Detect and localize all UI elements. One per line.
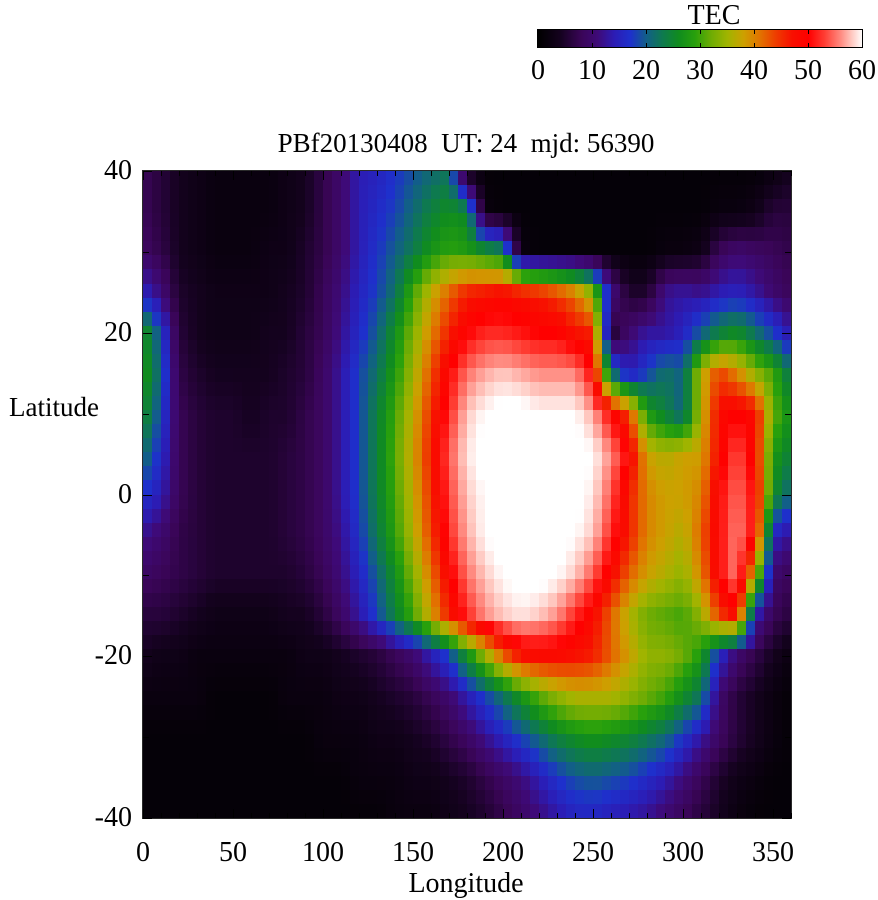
y-tick-label: 20 xyxy=(104,316,132,348)
x-tick-label: 350 xyxy=(752,837,794,868)
colorbar-tick-label: 20 xyxy=(632,55,660,86)
y-axis-label: Latitude xyxy=(9,392,99,422)
y-tick-label: 40 xyxy=(104,155,132,186)
tec-heatmap xyxy=(142,170,792,819)
colorbar-tick-label: 0 xyxy=(531,55,545,86)
colorbar-title: TEC xyxy=(687,0,741,31)
x-tick-label: 150 xyxy=(392,837,434,868)
colorbar-tick-label: 50 xyxy=(794,55,822,86)
x-tick-label: 50 xyxy=(219,837,247,868)
y-tick-label: -20 xyxy=(94,640,132,672)
x-axis-label: Longitude xyxy=(408,868,524,899)
colorbar-tick-label: 30 xyxy=(686,55,714,86)
y-tick-label: 0 xyxy=(118,478,132,510)
x-tick-label: 0 xyxy=(136,837,150,868)
y-tick-label: -40 xyxy=(94,802,132,833)
colorbar-tick-label: 40 xyxy=(740,55,768,86)
x-tick-label: 200 xyxy=(482,837,524,868)
colorbar xyxy=(537,29,863,48)
x-tick-label: 250 xyxy=(572,837,614,868)
colorbar-tick-label: 10 xyxy=(578,55,606,86)
x-tick-label: 300 xyxy=(662,837,704,868)
plot-title: PBf20130408 UT: 24 mjd: 56390 xyxy=(277,128,655,158)
colorbar-tick-label: 60 xyxy=(848,55,876,86)
x-tick-label: 100 xyxy=(302,837,344,868)
